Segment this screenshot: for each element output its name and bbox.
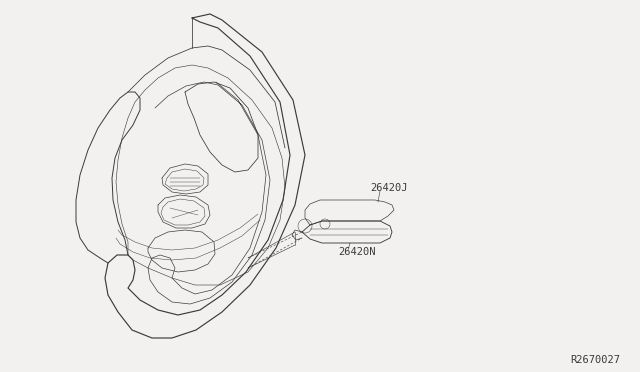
Text: R2670027: R2670027 — [570, 355, 620, 365]
Text: 26420N: 26420N — [338, 247, 376, 257]
Text: 26420J: 26420J — [370, 183, 408, 193]
